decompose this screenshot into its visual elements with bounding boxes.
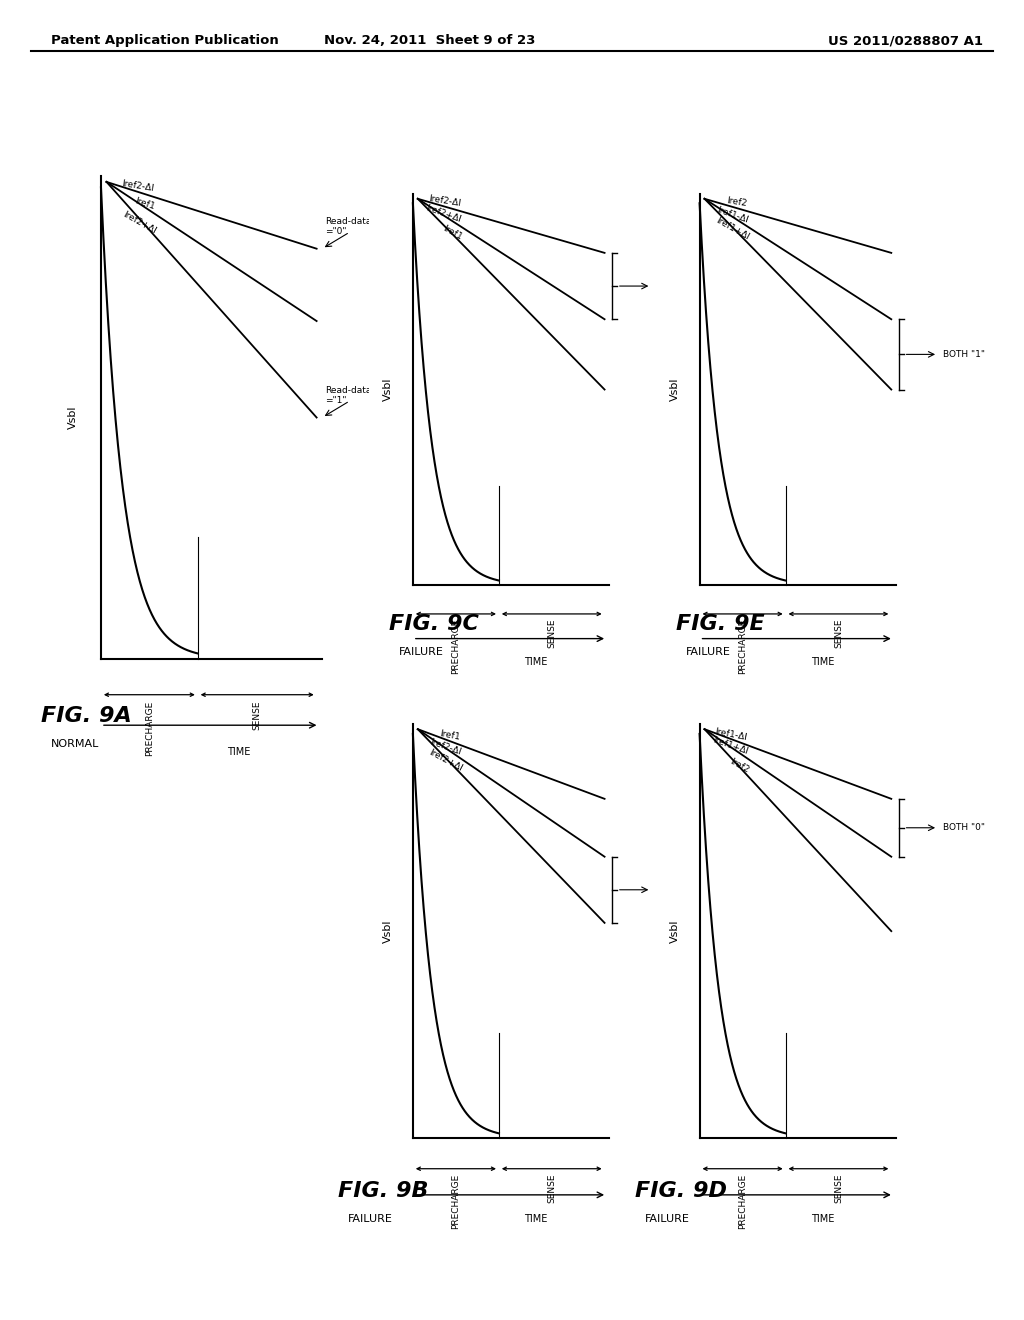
Text: Iref1+ΔI: Iref1+ΔI <box>714 216 751 242</box>
Text: TIME: TIME <box>811 1214 835 1224</box>
Text: SENSE: SENSE <box>547 618 556 648</box>
Text: TIME: TIME <box>811 656 835 667</box>
Text: Patent Application Publication: Patent Application Publication <box>51 34 279 48</box>
Text: Vsbl: Vsbl <box>670 378 680 401</box>
Text: SENSE: SENSE <box>834 1173 843 1203</box>
Text: Iref2-ΔI: Iref2-ΔI <box>427 194 461 207</box>
Text: Vsbl: Vsbl <box>383 919 393 942</box>
Text: PRECHARGE: PRECHARGE <box>144 700 154 755</box>
Text: Read-data
="0": Read-data ="0" <box>325 216 372 236</box>
Text: PRECHARGE: PRECHARGE <box>452 618 461 673</box>
Text: SENSE: SENSE <box>547 1173 556 1203</box>
Text: TIME: TIME <box>227 747 251 758</box>
Text: Iref2-ΔI: Iref2-ΔI <box>429 737 463 756</box>
Text: SENSE: SENSE <box>834 618 843 648</box>
Text: Vsbl: Vsbl <box>69 405 78 429</box>
Text: Iref1-ΔI: Iref1-ΔI <box>716 205 750 224</box>
Text: FIG. 9B: FIG. 9B <box>338 1181 428 1201</box>
Text: PRECHARGE: PRECHARGE <box>452 1173 461 1229</box>
Text: FIG. 9C: FIG. 9C <box>389 614 479 634</box>
Text: Read-data1
="1": Read-data1 ="1" <box>325 385 377 405</box>
Text: Iref2+ΔI: Iref2+ΔI <box>427 747 464 772</box>
Text: Iref1: Iref1 <box>134 197 157 211</box>
Text: Iref1+ΔI: Iref1+ΔI <box>712 735 750 756</box>
Text: BOTH "1": BOTH "1" <box>656 886 698 894</box>
Text: FAILURE: FAILURE <box>348 1214 393 1225</box>
Text: BOTH "0": BOTH "0" <box>656 281 698 290</box>
Text: Iref2: Iref2 <box>726 195 748 207</box>
Text: FAILURE: FAILURE <box>399 647 444 657</box>
Text: Vsbl: Vsbl <box>670 919 680 942</box>
Text: SENSE: SENSE <box>253 700 262 730</box>
Text: FAILURE: FAILURE <box>645 1214 690 1225</box>
Text: Nov. 24, 2011  Sheet 9 of 23: Nov. 24, 2011 Sheet 9 of 23 <box>325 34 536 48</box>
Text: FIG. 9D: FIG. 9D <box>635 1181 727 1201</box>
Text: PRECHARGE: PRECHARGE <box>738 618 748 673</box>
Text: Iref1-ΔI: Iref1-ΔI <box>714 727 748 742</box>
Text: FAILURE: FAILURE <box>686 647 731 657</box>
Text: Iref2: Iref2 <box>728 756 751 775</box>
Text: BOTH "1": BOTH "1" <box>943 350 985 359</box>
Text: NORMAL: NORMAL <box>51 739 99 750</box>
Text: TIME: TIME <box>524 656 548 667</box>
Text: Vsbl: Vsbl <box>383 378 393 401</box>
Text: US 2011/0288807 A1: US 2011/0288807 A1 <box>828 34 983 48</box>
Text: Iref1: Iref1 <box>439 729 461 742</box>
Text: BOTH "0": BOTH "0" <box>943 824 985 833</box>
Text: Iref1: Iref1 <box>441 224 464 242</box>
Text: PRECHARGE: PRECHARGE <box>738 1173 748 1229</box>
Text: Iref2-ΔI: Iref2-ΔI <box>121 180 155 193</box>
Text: TIME: TIME <box>524 1214 548 1224</box>
Text: FIG. 9A: FIG. 9A <box>41 706 132 726</box>
Text: Iref2+ΔI: Iref2+ΔI <box>425 203 463 224</box>
Text: Iref2+ΔI: Iref2+ΔI <box>121 210 158 235</box>
Text: FIG. 9E: FIG. 9E <box>676 614 765 634</box>
